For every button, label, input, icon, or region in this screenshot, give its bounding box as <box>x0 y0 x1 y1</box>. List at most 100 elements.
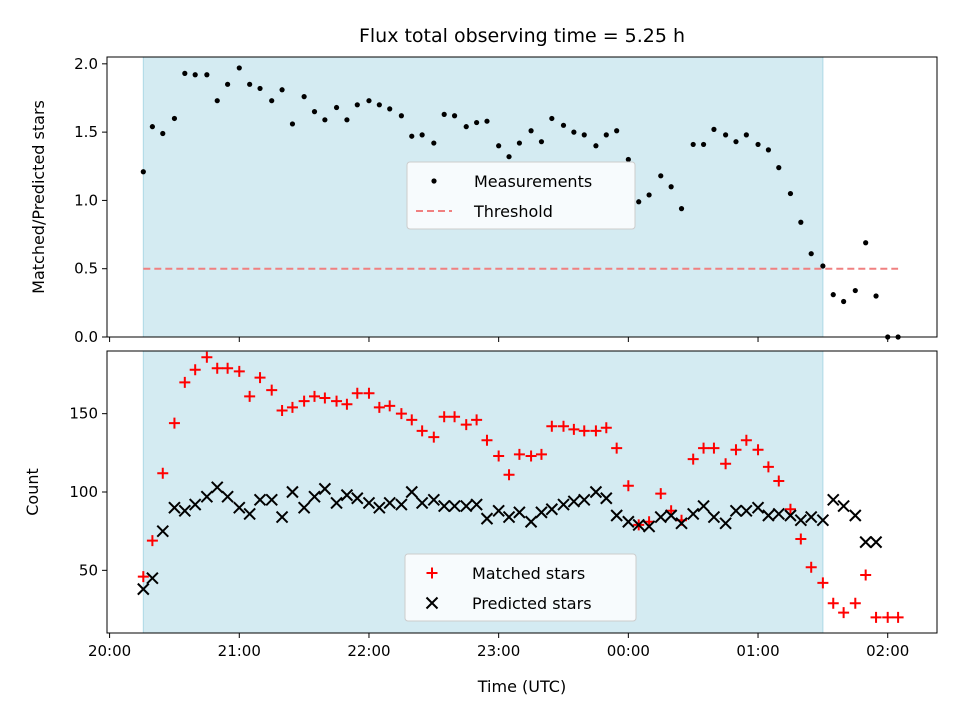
predicted-star-point <box>524 515 538 528</box>
matched-star-point <box>276 405 288 417</box>
bottom-panel: 50 100 150 20:00 21:00 22:00 23:00 00:00 01:00 0… <box>23 350 938 696</box>
matched-star-point <box>568 423 580 435</box>
matched-star-point <box>266 384 278 396</box>
predicted-star-point <box>351 492 364 505</box>
matched-star-point <box>319 392 331 404</box>
matched-star-point <box>233 365 245 377</box>
predicted-star-point <box>265 493 278 507</box>
matched-star-point <box>493 450 505 462</box>
matched-star-point <box>860 569 872 581</box>
measurement-point <box>593 143 599 149</box>
predicted-star-point <box>740 504 753 518</box>
predicted-star-point <box>308 490 321 503</box>
matched-star-point <box>687 453 699 465</box>
predicted-star-point <box>729 504 743 518</box>
predicted-star-point <box>589 485 603 499</box>
measurement-point <box>873 293 879 299</box>
matched-star-point <box>698 442 710 454</box>
measurement-point <box>571 129 577 135</box>
bottom-y-axis-label: Count <box>23 468 42 516</box>
x-tick-label: 21:00 <box>218 642 261 660</box>
predicted-star-point <box>427 493 441 507</box>
matched-star-point <box>331 395 343 407</box>
measurement-point <box>549 115 555 122</box>
matched-star-point <box>740 434 752 446</box>
legend-swatch <box>426 567 438 579</box>
matched-star-point <box>817 577 829 589</box>
measurement-point <box>376 102 382 108</box>
measurement-point <box>820 263 826 269</box>
matched-star-point <box>449 411 461 423</box>
measurement-point <box>560 122 567 128</box>
matched-star-point <box>849 597 861 609</box>
predicted-star-point <box>827 493 840 507</box>
legend-label: Predicted stars <box>472 594 592 613</box>
predicted-star-point <box>340 488 354 502</box>
measurement-point <box>636 199 642 205</box>
predicted-star-point <box>253 493 267 507</box>
measurement-point <box>787 190 794 197</box>
predicted-star-point <box>178 504 192 518</box>
matched-star-point <box>384 400 396 412</box>
measurement-point <box>236 65 242 71</box>
matched-star-point <box>189 364 201 376</box>
measurement-point <box>301 94 307 100</box>
measurement-point <box>614 128 620 134</box>
x-tick-label: 00:00 <box>607 642 650 660</box>
measurement-point <box>581 132 587 138</box>
legend-swatch <box>425 596 439 610</box>
matched-star-point <box>892 611 904 623</box>
x-tick-label: 01:00 <box>736 642 779 660</box>
measurement-point <box>279 87 285 93</box>
predicted-star-point <box>460 499 473 513</box>
measurement-point <box>409 133 415 139</box>
predicted-star-point <box>362 496 376 510</box>
measurement-point <box>463 124 469 130</box>
top-legend: Measurements Threshold <box>406 161 636 230</box>
matched-star-point <box>416 425 428 437</box>
predicted-star-point <box>719 517 732 530</box>
predicted-star-point <box>318 482 332 496</box>
predicted-star-point <box>395 498 408 511</box>
x-axis-label: Time (UTC) <box>477 677 566 696</box>
measurement-point <box>171 115 178 122</box>
measurement-point <box>474 119 480 126</box>
measurement-point <box>668 184 674 190</box>
predicted-star-point <box>869 535 883 549</box>
bottom-legend: Matched stars Predicted stars <box>404 553 637 622</box>
legend-label: Matched stars <box>472 564 585 583</box>
matched-star-point <box>622 480 634 492</box>
matched-star-point <box>882 611 894 623</box>
y-tick-label: 1.0 <box>74 191 98 209</box>
measurement-point <box>755 141 761 148</box>
measurement-point <box>528 128 534 134</box>
matched-star-point <box>870 611 882 623</box>
predicted-star-point <box>751 501 765 514</box>
matched-star-point <box>471 414 483 426</box>
predicted-star-point <box>545 503 559 516</box>
matched-star-point <box>222 362 234 374</box>
measurement-point <box>214 98 220 104</box>
matched-star-point <box>395 408 407 420</box>
predicted-star-point <box>137 582 150 596</box>
top-y-axis-label: Matched/Predicted stars <box>29 100 48 294</box>
predicted-star-point <box>535 506 548 519</box>
predicted-star-point <box>243 507 256 521</box>
matched-star-point <box>558 420 569 432</box>
y-tick-label: 0.0 <box>74 328 98 346</box>
predicted-star-point <box>697 499 710 513</box>
predicted-star-point <box>480 512 494 525</box>
measurement-point <box>204 72 210 78</box>
predicted-star-point <box>448 499 461 513</box>
predicted-star-point <box>437 499 451 513</box>
top-panel: 0.00.51.01.52.0 Matched/Predicted stars … <box>29 55 938 346</box>
measurement-point <box>711 126 717 132</box>
matched-star-point <box>201 351 213 363</box>
matched-star-point <box>351 387 363 399</box>
matched-star-point <box>720 458 732 470</box>
y-tick-label: 50 <box>79 561 98 579</box>
predicted-star-point <box>804 510 818 524</box>
matched-star-point <box>503 469 515 481</box>
matched-star-point <box>762 461 774 473</box>
